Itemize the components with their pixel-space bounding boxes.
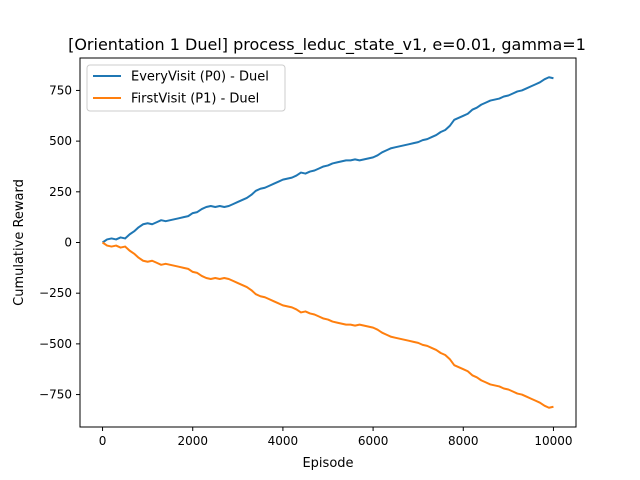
y-tick-label: 500 (49, 134, 72, 148)
series-line-0 (101, 76, 554, 244)
y-tick-label: −250 (39, 286, 72, 300)
y-axis-ticks: −750 −500 −250 0 250 500 750 (39, 83, 80, 402)
series-line-1 (101, 241, 554, 409)
legend: EveryVisit (P0) - Duel FirstVisit (P1) - … (86, 64, 286, 112)
legend-box (86, 64, 286, 112)
y-axis-label: Cumulative Reward (12, 179, 27, 306)
x-tick-label: 6000 (358, 434, 389, 448)
legend-label-0: EveryVisit (P0) - Duel (131, 70, 269, 85)
x-tick-label: 8000 (448, 434, 479, 448)
y-tick-label: 250 (49, 185, 72, 199)
x-axis-ticks: 0 2000 4000 6000 8000 10000 (99, 427, 573, 448)
x-tick-label: 4000 (268, 434, 299, 448)
chart-title: [Orientation 1 Duel] process_leduc_state… (68, 35, 586, 55)
y-tick-label: −500 (39, 337, 72, 351)
y-tick-label: 0 (64, 236, 72, 250)
x-tick-label: 10000 (534, 434, 572, 448)
x-tick-label: 2000 (177, 434, 208, 448)
y-tick-label: 750 (49, 83, 72, 97)
series-layer (101, 76, 554, 409)
x-axis-label: Episode (302, 456, 353, 471)
x-tick-label: 0 (99, 434, 107, 448)
y-tick-label: −750 (39, 388, 72, 402)
legend-label-1: FirstVisit (P1) - Duel (131, 92, 259, 107)
plot-frame (79, 57, 577, 428)
